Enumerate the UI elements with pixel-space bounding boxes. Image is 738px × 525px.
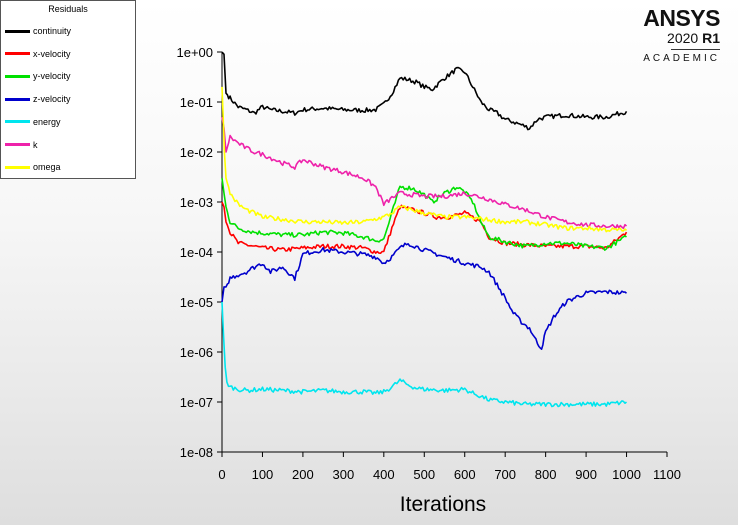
y-tick-label: 1e-02: [180, 145, 213, 160]
legend-item-energy: energy: [5, 116, 61, 128]
legend-title: Residuals: [48, 4, 88, 14]
logo-version-year: 2020: [667, 30, 699, 46]
y-tick-label: 1e-08: [180, 445, 213, 460]
y-tick-label: 1e-01: [180, 95, 213, 110]
legend-label: continuity: [33, 26, 72, 36]
legend-label: x-velocity: [33, 48, 71, 59]
legend-label: k: [33, 139, 38, 150]
legend-item-k: k: [5, 139, 38, 151]
legend-label: energy: [33, 116, 61, 127]
tick-labels: 1e+00 1e-01 1e-02 1e-03 1e-04 1e-05 1e-06 1e-07…: [176, 45, 681, 482]
ansys-logo: ANSYS 2020 R1 ACADEMIC: [643, 6, 720, 65]
x-tick-label: 700: [494, 467, 516, 482]
x-tick-label: 300: [333, 467, 355, 482]
legend-item-z-velocity: z-velocity: [5, 93, 71, 105]
legend-swatch: [5, 165, 30, 169]
logo-edition: ACADEMIC: [643, 53, 720, 64]
y-tick-label: 1e-07: [180, 395, 213, 410]
x-tick-label: 900: [575, 467, 597, 482]
series-line-continuity: [221, 51, 628, 131]
series-line-omega: [221, 86, 628, 233]
x-tick-label: 400: [373, 467, 395, 482]
legend-label: omega: [33, 162, 61, 173]
series-line-z-velocity: [221, 242, 627, 351]
x-tick-label: 1100: [653, 467, 681, 482]
logo-version-release: R1: [702, 30, 720, 46]
legend-item-y-velocity: y-velocity: [5, 70, 71, 82]
x-tick-label: 100: [252, 467, 274, 482]
series-line-energy: [221, 301, 627, 408]
legend-box: Residuals continuity x-velocity y-velocity…: [0, 0, 136, 179]
logo-version: 2020 R1: [643, 30, 720, 46]
y-tick-label: 1e-03: [180, 195, 213, 210]
x-tick-label: 800: [535, 467, 557, 482]
x-tick-label: 500: [413, 467, 435, 482]
series-line-k: [221, 116, 628, 230]
logo-divider: [671, 49, 720, 50]
legend-swatch: [5, 120, 30, 124]
logo-brand: ANSYS: [643, 5, 720, 31]
legend-item-x-velocity: x-velocity: [5, 48, 71, 60]
x-tick-label: 600: [454, 467, 476, 482]
x-tick-label: 200: [292, 467, 314, 482]
legend-swatch: [5, 97, 30, 101]
legend-item-continuity: continuity: [5, 25, 71, 37]
legend-item-omega: omega: [5, 161, 61, 173]
y-tick-label: 1e+00: [176, 45, 213, 60]
x-tick-label: 1000: [612, 467, 641, 482]
legend-swatch: [5, 52, 30, 56]
legend-swatch: [5, 29, 30, 33]
series-line-y-velocity: [221, 177, 627, 251]
legend-label: z-velocity: [33, 94, 71, 105]
series-layer: [221, 51, 628, 408]
legend-swatch: [5, 143, 30, 146]
y-tick-label: 1e-04: [180, 245, 213, 260]
x-tick-label: 0: [218, 467, 225, 482]
y-tick-label: 1e-05: [180, 295, 213, 310]
y-tick-label: 1e-06: [180, 345, 213, 360]
x-axis-label: Iterations: [399, 493, 487, 516]
legend-swatch: [5, 74, 30, 78]
legend-label: y-velocity: [33, 71, 71, 82]
